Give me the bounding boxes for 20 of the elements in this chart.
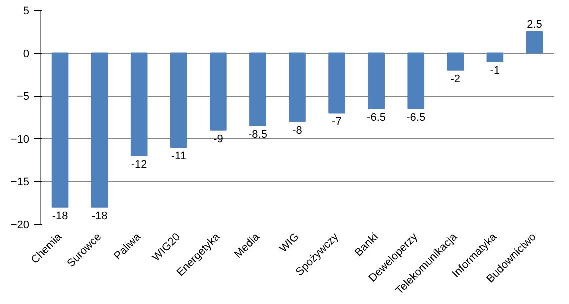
y-tick-label: −15 <box>10 176 30 189</box>
data-label: 2.5 <box>527 18 542 31</box>
data-label: -18 <box>52 210 68 222</box>
data-label: -7 <box>332 116 342 128</box>
data-label: -8 <box>292 124 302 137</box>
y-tick-label: 5 <box>23 6 30 18</box>
data-label: -12 <box>131 159 148 172</box>
y-tick-label: −10 <box>10 134 30 146</box>
x-tick-label: WIG <box>278 231 302 256</box>
y-tick-label: −20 <box>10 220 30 232</box>
data-label: -18 <box>92 210 108 222</box>
y-tick-label: −5 <box>16 91 30 104</box>
data-label: -2 <box>450 73 461 86</box>
y-tick-label: 0 <box>23 48 30 60</box>
data-label: -1 <box>490 64 500 77</box>
data-label: -9 <box>214 133 224 146</box>
data-label: -11 <box>171 150 186 162</box>
data-label: -6.5 <box>367 112 386 124</box>
data-label: -8.5 <box>248 129 268 142</box>
data-label: -6.5 <box>406 112 426 124</box>
